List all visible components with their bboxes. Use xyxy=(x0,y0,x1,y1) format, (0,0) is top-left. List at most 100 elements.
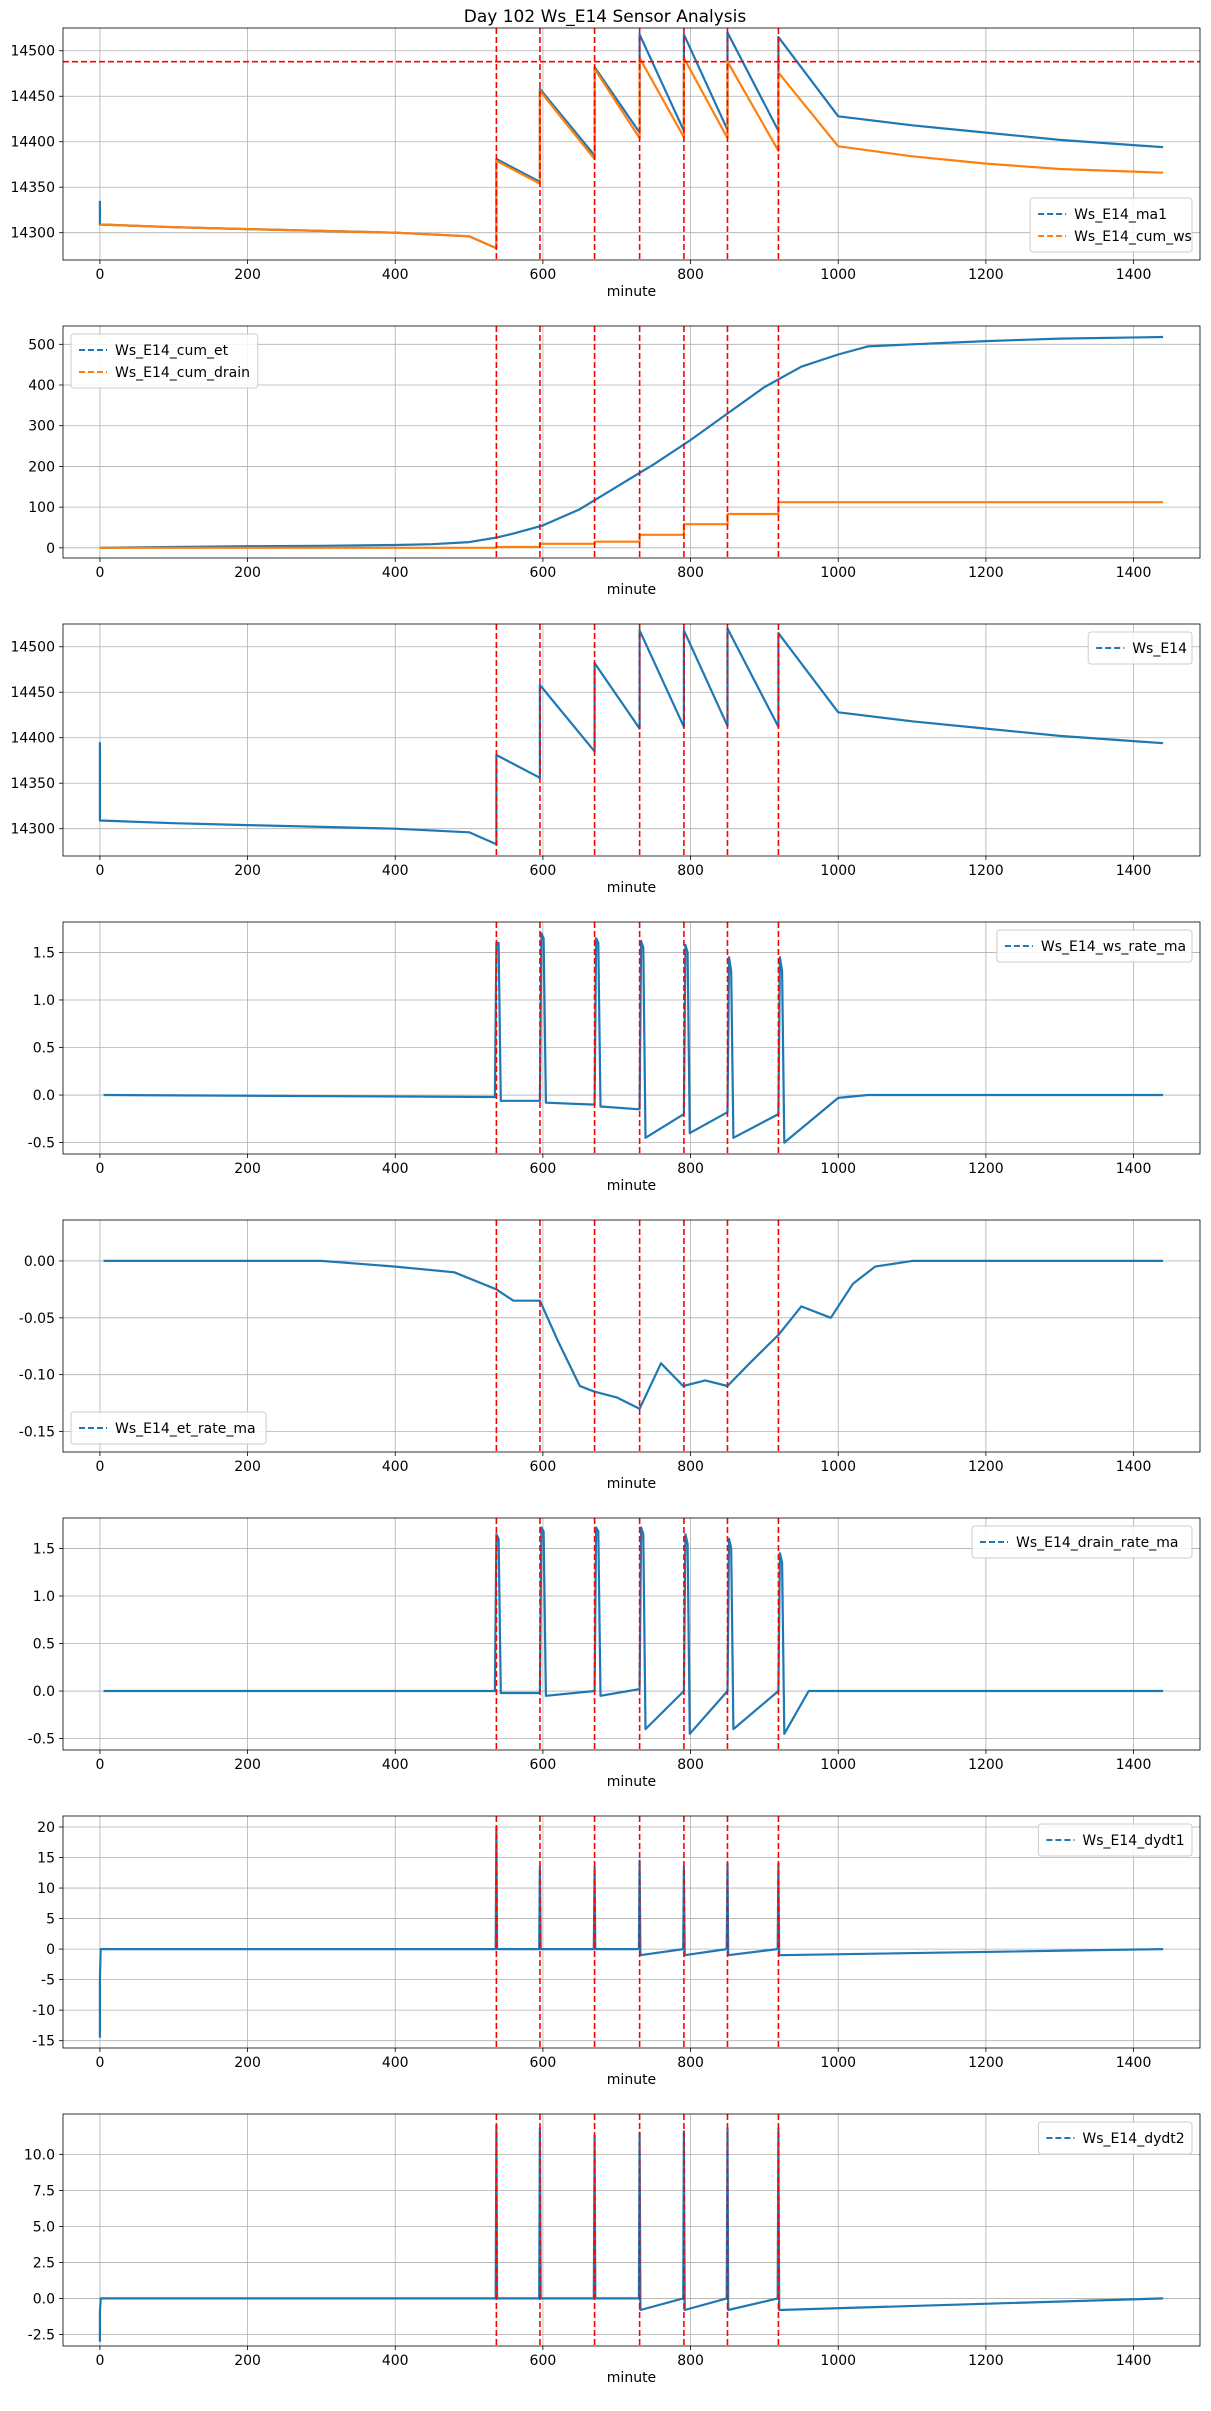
legend-box xyxy=(1029,197,1193,253)
plot-area xyxy=(103,922,1164,1154)
y-tick-label: 0 xyxy=(46,541,55,557)
y-tick-label: 5 xyxy=(46,1912,55,1928)
plot-area xyxy=(98,624,1164,856)
y-tick-label: 14400 xyxy=(10,135,55,151)
y-tick-label: -0.5 xyxy=(28,1136,55,1152)
x-tick-label: 800 xyxy=(677,863,704,879)
x-tick-label: 1000 xyxy=(820,1757,856,1773)
x-tick-label: 1400 xyxy=(1116,1459,1152,1475)
figure-title: Day 102 Ws_E14 Sensor Analysis xyxy=(464,7,747,27)
y-tick-label: 0.0 xyxy=(33,1684,55,1700)
x-tick-label: 200 xyxy=(234,863,261,879)
x-tick-label: 400 xyxy=(382,1161,409,1177)
x-tick-label: 1200 xyxy=(968,2353,1004,2369)
x-tick-label: 600 xyxy=(530,2055,557,2071)
x-tick-label: 400 xyxy=(382,2353,409,2369)
x-tick-label: 600 xyxy=(530,267,557,283)
legend: Ws_E14_dydt2 xyxy=(1037,2121,1193,2155)
x-tick-label: 1400 xyxy=(1116,1757,1152,1773)
legend-box xyxy=(70,333,259,389)
y-tick-label: -2.5 xyxy=(28,2327,55,2343)
y-tick-label: 100 xyxy=(28,500,55,516)
y-tick-label: 7.5 xyxy=(33,2183,55,2199)
x-axis-label: minute xyxy=(607,1476,656,1492)
legend-entry-label: Ws_E14_cum_ws xyxy=(1074,229,1192,245)
x-tick-label: 1400 xyxy=(1116,863,1152,879)
x-tick-label: 0 xyxy=(95,565,104,581)
y-tick-label: 0 xyxy=(46,1942,55,1958)
legend-box xyxy=(1037,2121,1193,2155)
legend: Ws_E14_drain_rate_ma xyxy=(971,1525,1193,1559)
y-tick-label: 5.0 xyxy=(33,2219,55,2235)
x-axis-label: minute xyxy=(607,284,656,300)
legend-entry-label: Ws_E14_cum_et xyxy=(115,343,229,359)
plot-area xyxy=(103,1220,1164,1452)
legend: Ws_E14 xyxy=(1087,631,1193,665)
y-tick-label: 0.5 xyxy=(33,1041,55,1057)
y-tick-label: -0.5 xyxy=(28,1732,55,1748)
axes-frame xyxy=(62,921,1201,1155)
y-tick-label: 200 xyxy=(28,459,55,475)
plot-area xyxy=(98,2114,1164,2346)
y-tick-label: 500 xyxy=(28,337,55,353)
x-tick-label: 200 xyxy=(234,2055,261,2071)
x-tick-label: 1000 xyxy=(820,267,856,283)
x-tick-label: 0 xyxy=(95,2055,104,2071)
x-tick-label: 600 xyxy=(530,565,557,581)
x-axis-label: minute xyxy=(607,2072,656,2088)
axes-frame xyxy=(62,1219,1201,1453)
y-tick-label: 10 xyxy=(37,1881,55,1897)
y-tick-label: 2.5 xyxy=(33,2255,55,2271)
x-tick-label: 1200 xyxy=(968,1161,1004,1177)
chart-panel-2: 0 200 400 600 800 1000 1200 1400 0 100 200 300 400 50… xyxy=(28,325,1201,598)
x-tick-label: 600 xyxy=(530,1161,557,1177)
y-tick-label: 15 xyxy=(37,1851,55,1867)
y-tick-label: 20 xyxy=(37,1820,55,1836)
legend: Ws_E14_ws_rate_ma xyxy=(996,929,1193,963)
y-tick-label: -15 xyxy=(32,2034,55,2050)
axes-frame xyxy=(62,1815,1201,2049)
y-tick-label: -0.10 xyxy=(19,1368,55,1384)
x-tick-label: 800 xyxy=(677,1459,704,1475)
x-tick-label: 0 xyxy=(95,1161,104,1177)
axes-frame xyxy=(62,2113,1201,2347)
legend-entry-label: Ws_E14_ws_rate_ma xyxy=(1041,939,1186,955)
x-tick-label: 200 xyxy=(234,565,261,581)
axes-frame xyxy=(62,1517,1201,1751)
series-line-Ws_E14_cum_drain xyxy=(99,501,1164,549)
chart-panel-3: 0 200 400 600 800 1000 1200 1400 14300 14350 14400… xyxy=(10,623,1201,896)
y-tick-label: 0.00 xyxy=(24,1254,55,1270)
x-tick-label: 0 xyxy=(95,1757,104,1773)
chart-panel-8: 0 200 400 600 800 1000 1200 1400 -2.5 0.0 2.5 5.0 7.… xyxy=(24,2113,1201,2386)
y-tick-label: 1.5 xyxy=(33,945,55,961)
y-tick-label: 10.0 xyxy=(24,2147,55,2163)
series-line-Ws_E14_et_rate_ma xyxy=(103,1259,1164,1410)
legend-entry-label: Ws_E14_dydt2 xyxy=(1082,2131,1184,2147)
legend: Ws_E14_cum_et Ws_E14_cum_drain xyxy=(70,333,259,389)
series-line-Ws_E14_ws_rate_ma xyxy=(103,932,1164,1144)
x-tick-label: 400 xyxy=(382,267,409,283)
y-tick-label: 14300 xyxy=(10,822,55,838)
series-line-Ws_E14 xyxy=(98,627,1164,846)
x-axis-label: minute xyxy=(607,1178,656,1194)
x-tick-label: 1400 xyxy=(1116,2353,1152,2369)
y-tick-label: 1.0 xyxy=(33,993,55,1009)
plot-area xyxy=(63,28,1200,260)
x-tick-label: 800 xyxy=(677,2353,704,2369)
y-tick-label: 0.0 xyxy=(33,1088,55,1104)
x-tick-label: 1400 xyxy=(1116,267,1152,283)
series-line-Ws_E14_cum_et xyxy=(99,335,1164,549)
y-tick-label: 400 xyxy=(28,378,55,394)
chart-panel-6: 0 200 400 600 800 1000 1200 1400 -0.5 0.0 0.5 1.0 1.… xyxy=(28,1517,1201,1790)
y-tick-label: 14450 xyxy=(10,685,55,701)
x-tick-label: 1000 xyxy=(820,863,856,879)
x-tick-label: 1400 xyxy=(1116,1161,1152,1177)
x-tick-label: 400 xyxy=(382,2055,409,2071)
y-tick-label: 14500 xyxy=(10,44,55,60)
y-tick-label: 14350 xyxy=(10,180,55,196)
x-tick-label: 1000 xyxy=(820,1459,856,1475)
x-tick-label: 600 xyxy=(530,863,557,879)
legend-box xyxy=(971,1525,1193,1559)
x-tick-label: 0 xyxy=(95,1459,104,1475)
